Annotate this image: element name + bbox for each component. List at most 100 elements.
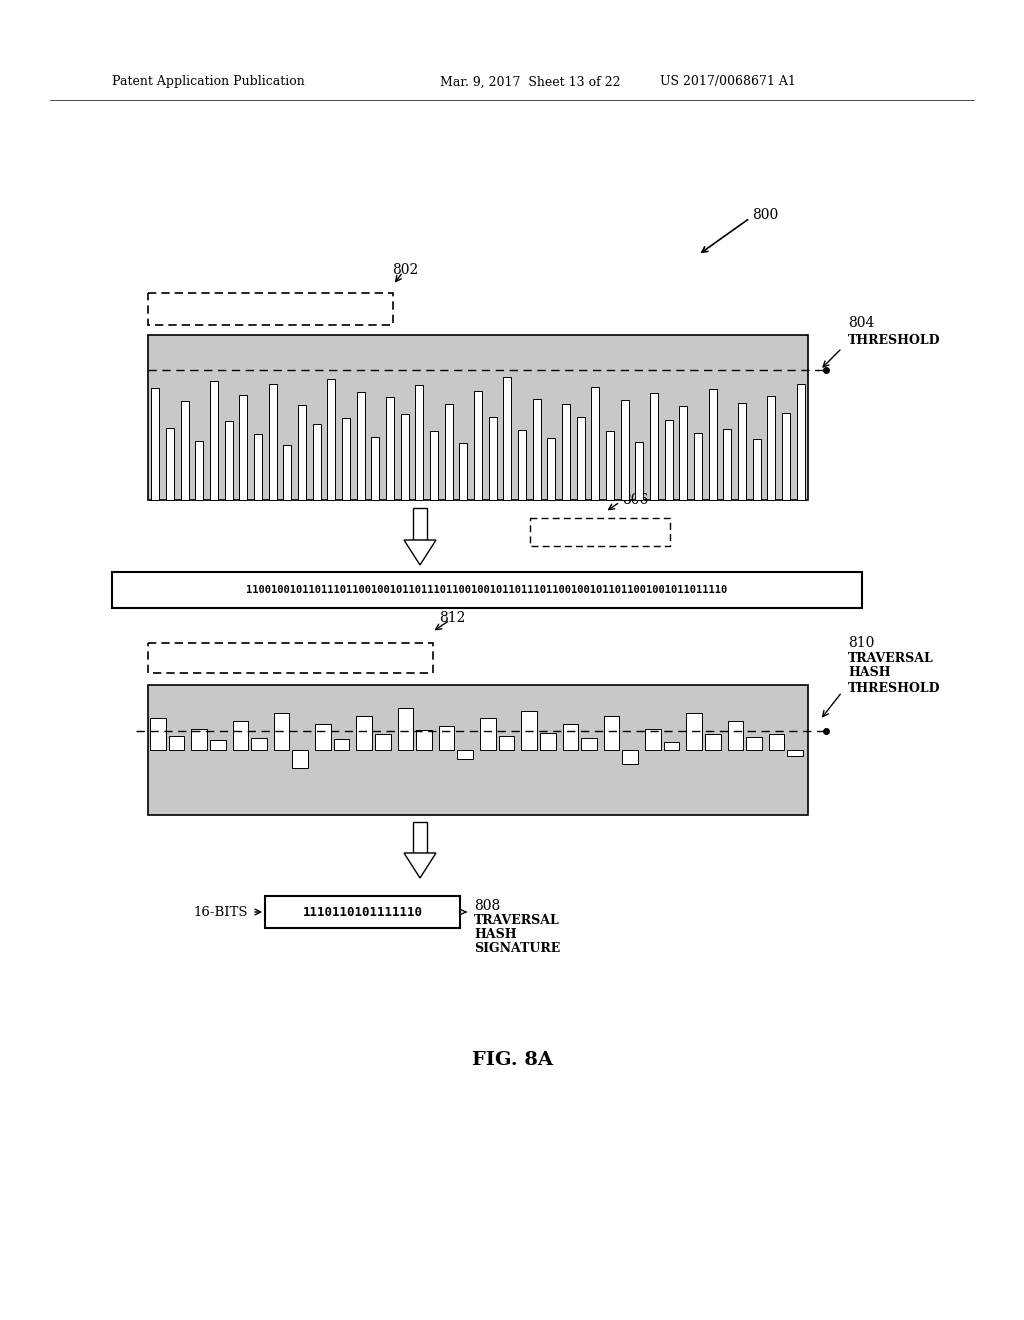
Bar [415,385,423,500]
Text: COMBINED DESCRIPTOR VALUES: COMBINED DESCRIPTOR VALUES [176,652,404,664]
Bar [328,379,335,500]
Text: 802: 802 [392,263,418,277]
Bar [356,392,365,500]
Text: 11001001011011101100100101101110110010010110111011001001011011001001011011110: 1100100101101110110010010110111011001001… [247,585,728,595]
Bar [705,734,721,750]
Text: HASH: HASH [848,667,891,680]
Bar [400,414,409,500]
Bar [375,734,390,750]
Text: 806: 806 [622,492,648,507]
Bar [591,387,599,500]
Bar [488,417,497,500]
Bar [723,429,731,500]
Bar [746,737,762,750]
Bar [797,384,805,500]
Text: SIGNATURE: SIGNATURE [474,941,560,954]
Bar [664,742,679,750]
Bar [386,397,394,500]
Bar [474,391,482,500]
Text: 812: 812 [439,611,465,624]
Text: FIG. 8A: FIG. 8A [471,1051,553,1069]
Text: TRAVERSAL: TRAVERSAL [474,913,560,927]
Text: 810: 810 [848,636,874,649]
Bar [458,750,473,759]
Bar [604,715,620,750]
Bar [562,723,579,750]
Text: 16-BITS: 16-BITS [194,906,248,919]
Bar [210,381,218,500]
Text: 800: 800 [752,209,778,222]
Bar [298,405,306,500]
Bar [521,710,537,750]
Bar [665,420,673,500]
Bar [532,399,541,500]
Text: 804: 804 [848,315,874,330]
Text: 1110110101111110: 1110110101111110 [302,906,423,919]
Bar [191,729,207,750]
Bar [650,393,658,500]
Bar [169,735,184,750]
Text: HASH: HASH [474,928,517,940]
Bar [503,378,511,500]
Bar [265,896,460,928]
Bar [166,428,174,500]
Bar [782,413,790,500]
Bar [787,750,803,756]
Bar [738,403,745,500]
Bar [148,293,393,325]
Bar [254,434,262,500]
Bar [251,738,267,750]
Bar [709,389,717,500]
Bar [686,713,702,750]
Bar [499,735,514,750]
Bar [284,445,291,500]
Bar [413,508,427,540]
Text: Mar. 9, 2017  Sheet 13 of 22: Mar. 9, 2017 Sheet 13 of 22 [440,75,621,88]
Text: 808: 808 [474,899,501,913]
Bar [645,729,660,750]
Bar [372,437,379,500]
Bar [694,433,702,500]
Bar [623,750,638,764]
Bar [416,730,432,750]
Bar [112,572,862,609]
Bar [210,739,225,750]
Bar [356,715,372,750]
Bar [635,442,643,500]
Bar [273,713,290,750]
Bar [196,441,204,500]
Bar [148,643,433,673]
Bar [767,396,775,500]
Text: DESCRIPTOR VALUES: DESCRIPTOR VALUES [193,302,349,315]
Bar [180,401,188,500]
Bar [397,708,414,750]
Bar [728,721,743,750]
Text: SIGNATURE: SIGNATURE [557,525,643,539]
Bar [224,421,232,500]
Bar [413,822,427,853]
Bar [152,388,160,500]
Bar [444,404,453,500]
Bar [240,395,247,500]
Text: US 2017/0068671 A1: US 2017/0068671 A1 [660,75,796,88]
Bar [459,444,467,500]
Polygon shape [404,540,436,565]
Bar [753,440,761,500]
Bar [312,424,321,500]
Bar [621,400,629,500]
Bar [606,432,614,500]
Bar [562,404,570,500]
Bar [769,734,784,750]
Text: THRESHOLD: THRESHOLD [848,681,940,694]
Text: TRAVERSAL: TRAVERSAL [848,652,934,664]
Bar [540,733,556,750]
Bar [518,430,526,500]
Text: Patent Application Publication: Patent Application Publication [112,75,305,88]
Bar [530,517,670,546]
Bar [439,726,455,750]
Polygon shape [404,853,436,878]
Bar [430,432,438,500]
Bar [268,384,276,500]
Bar [679,407,687,500]
Bar [577,417,585,500]
